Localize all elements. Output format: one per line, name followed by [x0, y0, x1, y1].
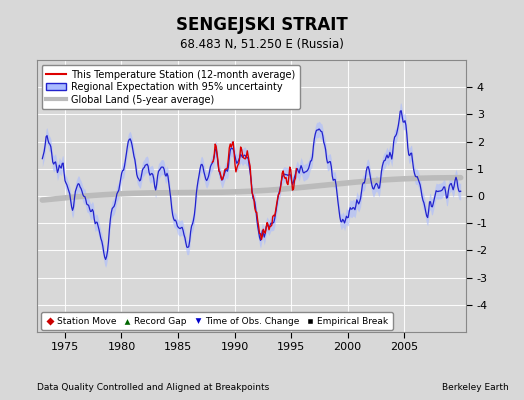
Text: SENGEJSKI STRAIT: SENGEJSKI STRAIT	[176, 16, 348, 34]
Text: 68.483 N, 51.250 E (Russia): 68.483 N, 51.250 E (Russia)	[180, 38, 344, 51]
Text: Data Quality Controlled and Aligned at Breakpoints: Data Quality Controlled and Aligned at B…	[37, 383, 269, 392]
Legend: Station Move, Record Gap, Time of Obs. Change, Empirical Break: Station Move, Record Gap, Time of Obs. C…	[41, 312, 393, 330]
Text: Berkeley Earth: Berkeley Earth	[442, 383, 508, 392]
